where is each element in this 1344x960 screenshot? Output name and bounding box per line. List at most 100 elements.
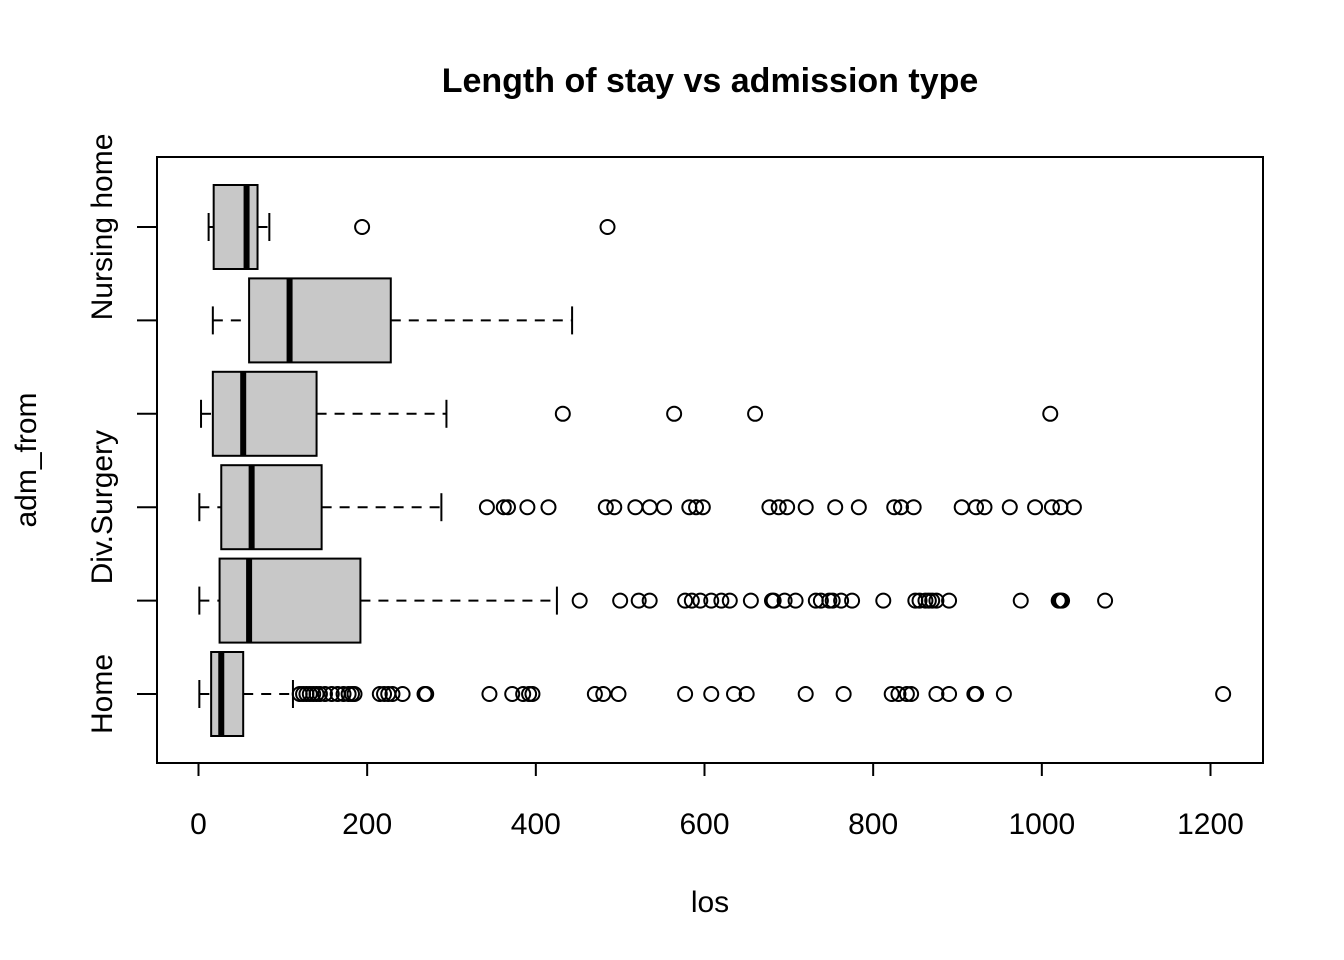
outlier-point <box>995 686 1012 702</box>
outlier-point <box>692 592 709 609</box>
outlier-point <box>797 499 814 516</box>
outlier-point <box>610 686 627 702</box>
outlier-point <box>641 592 658 609</box>
outlier-point <box>1215 686 1232 702</box>
outlier-point <box>892 499 909 516</box>
outlier-point <box>612 592 629 609</box>
outlier-point <box>641 499 658 516</box>
outlier-point <box>883 686 900 702</box>
outlier-point <box>524 686 541 702</box>
outlier-point <box>903 686 920 702</box>
iqr-box <box>210 651 245 737</box>
outlier-point <box>797 686 814 702</box>
outlier-point <box>1052 499 1069 516</box>
x-tick-label: 400 <box>511 808 561 841</box>
x-axis: 0 200 400 600 800 1000 1200 <box>190 762 1244 841</box>
outlier-point <box>703 686 720 702</box>
outlier-point <box>941 592 958 609</box>
outlier-point <box>941 686 958 702</box>
outlier-point <box>726 686 743 702</box>
iqr-box <box>218 557 362 644</box>
outlier-point <box>1065 499 1082 516</box>
outlier-point <box>694 499 711 516</box>
x-tick-label: 1000 <box>1008 808 1075 841</box>
outlier-point <box>911 592 928 609</box>
outlier-point <box>666 405 683 422</box>
outlier-point <box>1043 499 1060 516</box>
outlier-point <box>827 499 844 516</box>
outlier-point <box>703 592 720 609</box>
outlier-point <box>630 592 647 609</box>
outlier-point <box>747 405 764 422</box>
outlier-point <box>898 686 915 702</box>
x-tick-label: 800 <box>848 808 898 841</box>
iqr-box <box>211 370 318 457</box>
outlier-point <box>597 499 614 516</box>
y-tick-label: Div.Surgery <box>86 430 119 584</box>
y-axis-label: adm_from <box>10 392 43 527</box>
box-group <box>198 651 1232 737</box>
outlier-point <box>905 499 922 516</box>
outlier-point <box>779 499 796 516</box>
outlier-point <box>595 686 612 702</box>
outlier-point <box>384 686 401 702</box>
outlier-point <box>371 686 388 702</box>
outlier-point <box>606 499 623 516</box>
box-group <box>200 370 1059 457</box>
plot-frame <box>156 156 1264 764</box>
outlier-point <box>812 592 829 609</box>
outlier-point <box>311 686 328 702</box>
outlier-point <box>1042 405 1059 422</box>
outlier-point <box>571 592 588 609</box>
outlier-point <box>844 592 861 609</box>
box-group <box>198 464 1082 551</box>
outlier-point <box>761 499 778 516</box>
outlier-point <box>515 686 532 702</box>
outlier-point <box>875 592 892 609</box>
outlier-point <box>335 686 352 702</box>
outlier-point <box>495 499 512 516</box>
outlier-point <box>776 592 793 609</box>
outlier-point <box>928 686 945 702</box>
x-axis-label: los <box>691 886 729 919</box>
iqr-box <box>220 464 323 551</box>
outlier-point <box>1097 592 1114 609</box>
outlier-point <box>850 499 867 516</box>
outlier-point <box>835 686 852 702</box>
outlier-point <box>346 686 363 702</box>
outlier-point <box>677 592 694 609</box>
outlier-point <box>554 405 571 422</box>
outlier-point <box>976 499 993 516</box>
outlier-point <box>586 686 603 702</box>
outlier-point <box>478 499 495 516</box>
outlier-point <box>688 499 705 516</box>
x-tick-label: 1200 <box>1177 808 1244 841</box>
outlier-point <box>924 592 941 609</box>
outlier-point <box>500 499 517 516</box>
outlier-point <box>721 592 738 609</box>
box-group <box>211 277 574 364</box>
boxes-layer <box>198 184 1232 737</box>
outlier-point <box>540 499 557 516</box>
outlier-point <box>599 219 616 235</box>
outlier-point <box>683 592 700 609</box>
box-group <box>207 184 616 270</box>
outlier-point <box>886 499 903 516</box>
outlier-point <box>481 686 498 702</box>
outlier-point <box>953 499 970 516</box>
outlier-point <box>656 499 673 516</box>
outlier-point <box>968 686 985 702</box>
outlier-point <box>770 499 787 516</box>
outlier-point <box>376 686 393 702</box>
outlier-point <box>519 499 536 516</box>
x-tick-label: 0 <box>190 808 207 841</box>
outlier-point <box>317 686 333 702</box>
outlier-point <box>713 592 730 609</box>
outlier-point <box>504 686 521 702</box>
box-group <box>198 557 1114 644</box>
x-tick-label: 600 <box>679 808 729 841</box>
outlier-point <box>787 592 804 609</box>
outlier-point <box>968 499 985 516</box>
outlier-point <box>323 686 340 702</box>
